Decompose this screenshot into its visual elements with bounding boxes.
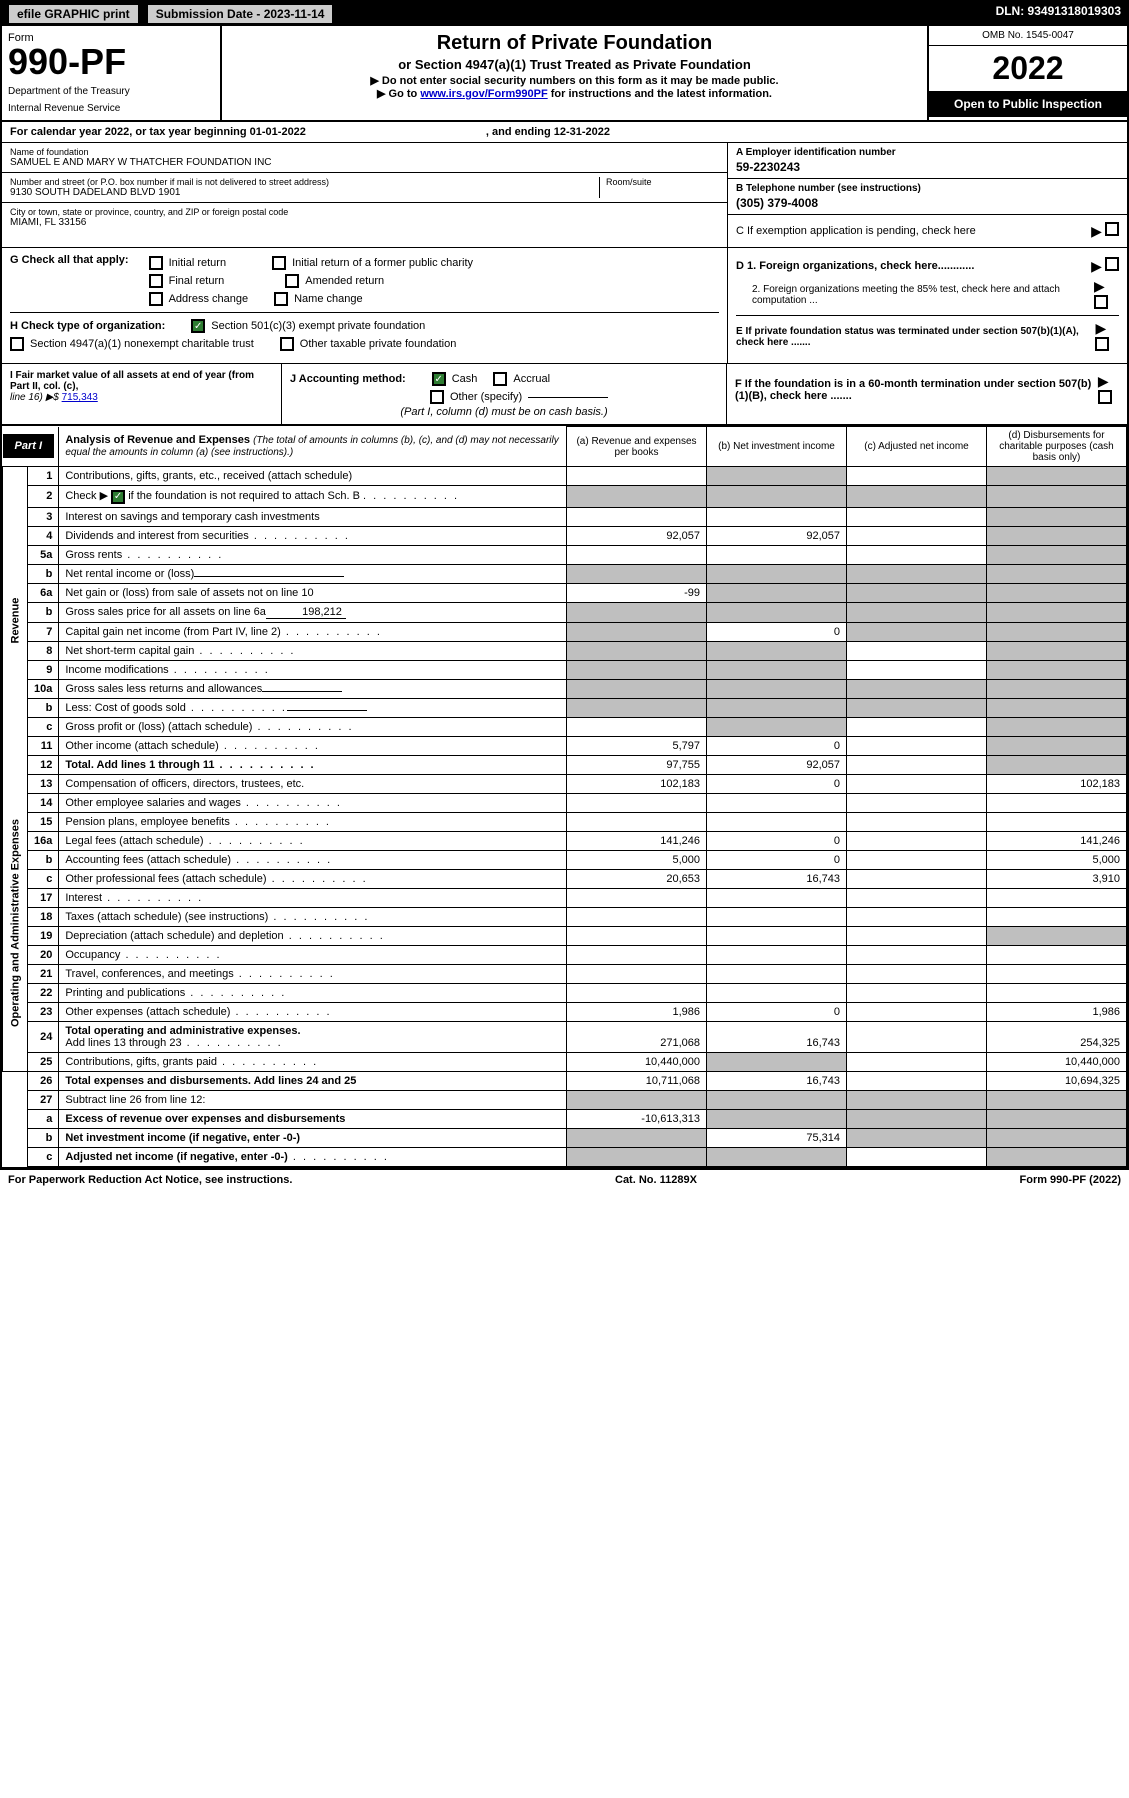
top-bar: efile GRAPHIC print Submission Date - 20… (2, 2, 1127, 26)
form-header: Form 990-PF Department of the Treasury I… (2, 26, 1127, 122)
final-return-checkbox[interactable] (149, 274, 163, 288)
part-1-title: Analysis of Revenue and Expenses (65, 434, 250, 446)
cash-checkbox[interactable]: ✓ (432, 372, 446, 386)
d1-label: D 1. Foreign organizations, check here..… (736, 260, 974, 272)
open-public-badge: Open to Public Inspection (929, 91, 1127, 117)
i-label: I Fair market value of all assets at end… (10, 370, 254, 392)
initial-return-checkbox[interactable] (149, 256, 163, 270)
schb-checkbox[interactable]: ✓ (111, 490, 125, 504)
calendar-year-row: For calendar year 2022, or tax year begi… (2, 122, 1127, 143)
ein-value: 59-2230243 (736, 160, 1119, 174)
addr-label: Number and street (or P.O. box number if… (10, 177, 599, 187)
dln-label: DLN: 93491318019303 (996, 4, 1121, 24)
tel-label: B Telephone number (see instructions) (736, 183, 1119, 194)
form-ref: Form 990-PF (2022) (1020, 1174, 1121, 1186)
h-label: H Check type of organization: (10, 320, 165, 332)
name-label: Name of foundation (10, 147, 719, 157)
col-d-header: (d) Disbursements for charitable purpose… (987, 427, 1127, 467)
e-label: E If private foundation status was termi… (736, 326, 1091, 348)
expenses-sidelabel: Operating and Administrative Expenses (3, 774, 28, 1071)
foundation-name: SAMUEL E AND MARY W THATCHER FOUNDATION … (10, 157, 719, 168)
efile-button[interactable]: efile GRAPHIC print (8, 4, 139, 24)
accrual-checkbox[interactable] (493, 372, 507, 386)
initial-former-checkbox[interactable] (272, 256, 286, 270)
omb-number: OMB No. 1545-0047 (929, 26, 1127, 46)
f-label: F If the foundation is in a 60-month ter… (735, 378, 1094, 402)
analysis-table: Part I Analysis of Revenue and Expenses … (2, 426, 1127, 1167)
c-label: C If exemption application is pending, c… (736, 225, 976, 237)
dept-treasury: Department of the Treasury (8, 86, 214, 97)
other-method-checkbox[interactable] (430, 390, 444, 404)
col-a-header: (a) Revenue and expenses per books (567, 427, 707, 467)
room-label: Room/suite (606, 177, 719, 187)
revenue-sidelabel: Revenue (3, 467, 28, 775)
page-footer: For Paperwork Reduction Act Notice, see … (0, 1169, 1129, 1190)
other-taxable-checkbox[interactable] (280, 337, 294, 351)
ein-label: A Employer identification number (736, 147, 1119, 158)
dept-irs: Internal Revenue Service (8, 103, 214, 114)
addr-change-checkbox[interactable] (149, 292, 163, 306)
form-number: 990-PF (8, 44, 214, 80)
submission-date-button[interactable]: Submission Date - 2023-11-14 (147, 4, 334, 24)
tax-year: 2022 (929, 46, 1127, 91)
goto-instruction: ▶ Go to www.irs.gov/Form990PF for instru… (232, 87, 917, 100)
city-label: City or town, state or province, country… (10, 207, 719, 217)
name-change-checkbox[interactable] (274, 292, 288, 306)
fmv-value[interactable]: 715,343 (62, 392, 98, 403)
form-title: Return of Private Foundation (232, 32, 917, 55)
e-checkbox[interactable] (1095, 337, 1109, 351)
form990pf-link[interactable]: www.irs.gov/Form990PF (420, 88, 547, 100)
j-note: (Part I, column (d) must be on cash basi… (290, 406, 718, 418)
d2-checkbox[interactable] (1094, 295, 1108, 309)
d1-checkbox[interactable] (1105, 257, 1119, 271)
col-c-header: (c) Adjusted net income (847, 427, 987, 467)
part-1-label: Part I (3, 434, 55, 458)
section-g-h: G Check all that apply: Initial returnIn… (2, 248, 1127, 364)
foundation-info: Name of foundation SAMUEL E AND MARY W T… (2, 143, 1127, 248)
foundation-city: MIAMI, FL 33156 (10, 217, 719, 228)
foundation-address: 9130 SOUTH DADELAND BLVD 1901 (10, 187, 599, 198)
col-b-header: (b) Net investment income (707, 427, 847, 467)
cat-number: Cat. No. 11289X (615, 1174, 697, 1186)
f-checkbox[interactable] (1098, 390, 1112, 404)
paperwork-notice: For Paperwork Reduction Act Notice, see … (8, 1174, 292, 1186)
tel-value: (305) 379-4008 (736, 196, 1119, 210)
c-checkbox[interactable] (1105, 222, 1119, 236)
form-container: efile GRAPHIC print Submission Date - 20… (0, 0, 1129, 1169)
g-label: G Check all that apply: (10, 254, 129, 266)
section-ijf: I Fair market value of all assets at end… (2, 364, 1127, 426)
form-subtitle: or Section 4947(a)(1) Trust Treated as P… (232, 57, 917, 72)
501c3-checkbox[interactable]: ✓ (191, 319, 205, 333)
ssn-warning: ▶ Do not enter social security numbers o… (232, 74, 917, 87)
4947a1-checkbox[interactable] (10, 337, 24, 351)
d2-label: 2. Foreign organizations meeting the 85%… (736, 284, 1090, 306)
amended-checkbox[interactable] (285, 274, 299, 288)
